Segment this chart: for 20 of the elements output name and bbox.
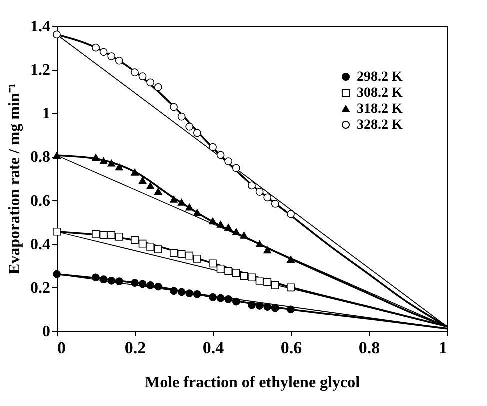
legend-label: 308.2 K [357, 86, 403, 101]
y-tick-label: 0.4 [30, 236, 50, 254]
x-tick-label: 0.2 [124, 338, 146, 358]
x-tick-label: 0.8 [358, 338, 380, 358]
x-tick-label: 0.6 [280, 338, 302, 358]
y-tick-label: 0 [42, 324, 50, 340]
legend-label: 298.2 K [357, 70, 403, 85]
x-tick-label: 0 [58, 338, 66, 358]
legend-label: 318.2 K [357, 102, 403, 117]
y-tick-label: 0.6 [30, 192, 50, 210]
legend-label: 328.2 K [357, 118, 403, 133]
y-tick-label: 0.8 [30, 149, 50, 166]
y-tick-label: 0.2 [30, 280, 50, 297]
y-tick-label: 1.4 [30, 18, 50, 36]
x-tick-label: 0.4 [202, 338, 225, 358]
x-tick-label: 1 [439, 338, 448, 358]
x-axis-title: Mole fraction of ethylene glycol [144, 374, 361, 392]
y-tick-label: 1.2 [30, 62, 50, 80]
y-tick-label: 1 [42, 106, 50, 123]
y-axis-title: Evaporation rate / mg min⁻¹ [6, 83, 24, 275]
